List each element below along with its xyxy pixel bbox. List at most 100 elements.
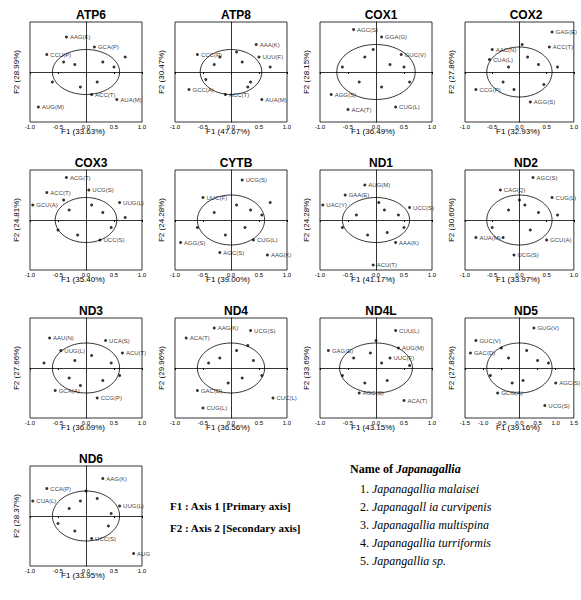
svg-text:-1.0: -1.0 [25,272,36,278]
svg-text:ACU(T): ACU(T) [126,350,146,356]
svg-text:-0.5: -0.5 [53,568,64,574]
svg-text:GCA(A): GCA(A) [59,388,80,394]
svg-text:1.0: 1.0 [138,420,147,426]
svg-text:-0.5: -0.5 [343,272,354,278]
svg-text:ACA(T): ACA(T) [408,398,428,404]
svg-text:UUU(F): UUU(F) [263,54,284,60]
svg-text:CCG(P): CCG(P) [101,395,122,401]
svg-text:UUC(F): UUC(F) [394,355,415,361]
svg-text:0.0: 0.0 [515,272,524,278]
svg-text:AGC(S): AGC(S) [357,27,378,33]
svg-text:COX3: COX3 [75,156,108,170]
svg-text:ND1: ND1 [369,156,393,170]
svg-text:GCU(A): GCU(A) [550,237,571,243]
svg-text:F2 (27.86%): F2 (27.86%) [447,50,456,94]
svg-text:F2 (30.60%): F2 (30.60%) [447,198,456,242]
svg-text:AUA(M): AUA(M) [120,97,141,103]
svg-text:ND4L: ND4L [365,304,396,318]
svg-text:CCG(P): CCG(P) [479,87,500,93]
svg-text:AGC(S): AGC(S) [223,250,244,256]
svg-text:CYTB: CYTB [220,156,253,170]
svg-text:-1.0: -1.0 [170,124,181,130]
svg-text:0.0: 0.0 [82,568,91,574]
svg-text:1.0: 1.0 [138,124,147,130]
svg-text:CUG(L): CUG(L) [207,405,228,411]
svg-text:AAG(K): AAG(K) [70,34,91,40]
svg-text:1.0: 1.0 [138,568,147,574]
svg-text:0.5: 0.5 [255,272,264,278]
svg-text:ACC(T): ACC(T) [50,190,70,196]
svg-text:-0.5: -0.5 [343,124,354,130]
svg-text:CCU(P): CCU(P) [50,52,71,58]
svg-text:F2 (29.96%): F2 (29.96%) [157,346,166,390]
svg-text:ND3: ND3 [79,304,103,318]
svg-text:AGG(S): AGG(S) [184,240,205,246]
svg-text:0.0: 0.0 [515,420,524,426]
svg-text:F2 (24.81%): F2 (24.81%) [12,198,21,242]
svg-text:F2 (28.99%): F2 (28.99%) [12,50,21,94]
svg-text:GUC(V): GUC(V) [405,52,426,58]
svg-text:0.0: 0.0 [372,124,381,130]
svg-text:F2 (24.28%): F2 (24.28%) [157,198,166,242]
svg-text:0.5: 0.5 [542,124,551,130]
svg-text:F2 (27.82%): F2 (27.82%) [447,346,456,390]
svg-text:1.0: 1.0 [570,272,579,278]
svg-text:-1.0: -1.0 [478,420,489,426]
svg-text:ND5: ND5 [514,304,538,318]
svg-text:UCC(S): UCC(S) [104,237,125,243]
svg-text:1.0: 1.0 [570,124,579,130]
svg-text:0.5: 0.5 [400,272,409,278]
svg-text:CUU(L): CUU(L) [399,328,419,334]
svg-text:AGG(S): AGG(S) [534,99,555,105]
svg-text:1.0: 1.0 [283,124,292,130]
svg-text:ACC(T): ACC(T) [95,92,115,98]
svg-text:1.0: 1.0 [428,124,437,130]
svg-text:F2 (33.69%): F2 (33.69%) [302,346,311,390]
svg-text:0.5: 0.5 [400,420,409,426]
svg-text:-1.0: -1.0 [460,124,471,130]
svg-text:0.5: 0.5 [110,124,119,130]
svg-text:ACU(T): ACU(T) [377,262,397,268]
svg-text:-1.0: -1.0 [170,272,181,278]
svg-text:UCG(S): UCG(S) [254,328,275,334]
svg-text:GGA(G): GGA(G) [385,34,407,40]
svg-text:COX1: COX1 [365,8,398,22]
svg-text:UCA(S): UCA(S) [109,338,130,344]
svg-text:ND4: ND4 [224,304,248,318]
svg-text:GAC(D): GAC(D) [474,350,495,356]
svg-text:AAU(N): AAU(N) [53,335,74,341]
svg-text:0.0: 0.0 [82,272,91,278]
svg-text:ATP6: ATP6 [76,8,106,22]
svg-text:ND2: ND2 [514,156,538,170]
svg-text:CUC(L): CUC(L) [277,395,297,401]
svg-text:GCA(P): GCA(P) [98,44,119,50]
svg-text:CUG(L): CUG(L) [556,195,577,201]
svg-text:AGC(S): AGC(S) [537,175,558,181]
svg-text:0.0: 0.0 [227,420,236,426]
svg-text:UCG(S): UCG(S) [246,177,267,183]
svg-text:0.0: 0.0 [515,124,524,130]
svg-text:F2 (24.28%): F2 (24.28%) [302,198,311,242]
svg-text:-0.5: -0.5 [53,124,64,130]
svg-text:CUA(L): CUA(L) [493,57,513,63]
svg-text:GUC(V): GUC(V) [479,338,500,344]
svg-text:ATP8: ATP8 [221,8,251,22]
svg-text:GAG(E): GAG(E) [556,29,577,35]
svg-text:-1.0: -1.0 [460,272,471,278]
svg-text:0.0: 0.0 [82,124,91,130]
svg-text:0.0: 0.0 [372,420,381,426]
svg-text:-1.0: -1.0 [170,420,181,426]
svg-text:UUG(L): UUG(L) [123,200,144,206]
svg-text:COX2: COX2 [510,8,543,22]
svg-text:CCA(P): CCA(P) [50,486,71,492]
svg-text:-0.5: -0.5 [198,420,209,426]
svg-text:UUG(L): UUG(L) [123,503,144,509]
svg-text:-1.0: -1.0 [315,124,326,130]
svg-text:UCG(S): UCG(S) [517,252,538,258]
svg-text:AAA(K): AAA(K) [260,42,280,48]
svg-text:AAA(K): AAA(K) [399,240,419,246]
svg-text:-0.5: -0.5 [343,420,354,426]
svg-text:AUA(M): AUA(M) [265,97,286,103]
svg-text:0.0: 0.0 [82,420,91,426]
svg-text:F2 (28.37%): F2 (28.37%) [12,494,21,538]
